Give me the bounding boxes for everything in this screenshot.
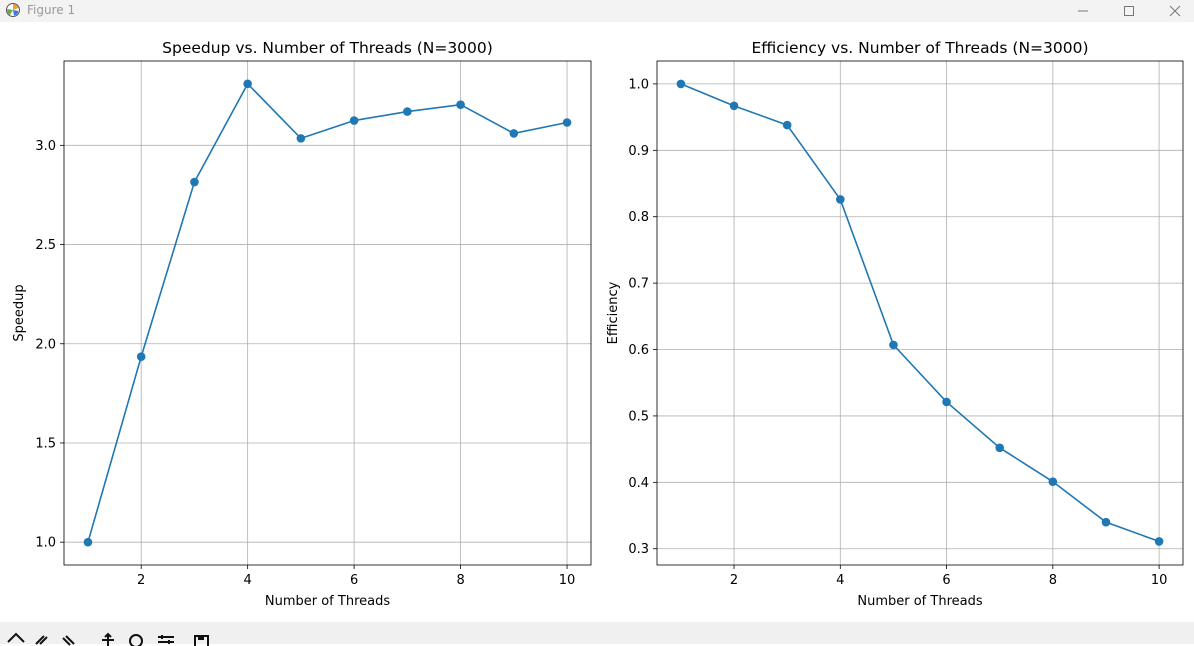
data-point (1048, 477, 1058, 486)
data-point (729, 101, 739, 111)
figure-canvas: 2 4 6 8 10 1.0 1.5 2.0 2.5 3.0 Speedup vs. Number … (0, 22, 1194, 622)
x-tick-label: 6 (350, 573, 358, 588)
y-tick-label: 1.0 (35, 536, 56, 551)
x-tick-label: 8 (1049, 573, 1057, 588)
y-tick-label: 2.5 (35, 238, 56, 253)
x-tick-label: 10 (559, 573, 576, 588)
minimize-button[interactable] (1060, 0, 1106, 22)
close-icon (1169, 5, 1181, 17)
axes-frame (656, 60, 1184, 566)
data-point (136, 352, 146, 361)
y-tick-label: 3.0 (35, 139, 56, 154)
data-point (1101, 517, 1111, 527)
x-tick-label: 6 (942, 573, 950, 588)
y-tick-label: 0.7 (628, 277, 649, 292)
save-icon (194, 635, 209, 646)
y-axis-label: Efficiency (606, 281, 621, 344)
x-tick-label: 8 (456, 573, 464, 588)
y-tick-label: 1.0 (628, 77, 649, 92)
zoom-button[interactable] (126, 632, 146, 646)
y-tick-label: 0.5 (628, 409, 649, 424)
x-axis-label: Number of Threads (265, 594, 390, 609)
data-point (942, 397, 951, 407)
data-point (562, 118, 572, 127)
data-point (243, 79, 252, 89)
save-button[interactable] (192, 632, 212, 646)
y-tick-label: 0.3 (628, 542, 649, 557)
x-tick-label: 2 (730, 573, 738, 588)
y-tick-label: 0.4 (628, 476, 649, 491)
y-tick-label: 0.9 (628, 144, 649, 159)
data-point (782, 120, 792, 130)
data-point (676, 79, 686, 89)
close-button[interactable] (1152, 0, 1194, 22)
x-tick-label: 10 (1151, 573, 1168, 588)
x-axis-label: Number of Threads (857, 594, 982, 609)
chart-title: Efficiency vs. Number of Threads (N=3000… (751, 39, 1088, 57)
y-tick-label: 0.6 (628, 343, 649, 358)
configure-subplots-icon (158, 635, 174, 644)
data-point (836, 195, 845, 204)
chart-2: 2 4 6 8 10 0.3 0.4 0.5 0.6 0.7 0.8 0.9 1.0 Efficiency… (606, 39, 1184, 609)
series-line (87, 82, 568, 543)
maximize-button[interactable] (1106, 0, 1152, 22)
chart-title: Speedup vs. Number of Threads (N=3000) (162, 39, 493, 57)
minimize-icon (1078, 10, 1088, 12)
data-point (349, 116, 359, 125)
x-tick-label: 2 (137, 573, 145, 588)
y-tick-label: 1.5 (35, 436, 56, 451)
data-point (190, 177, 199, 187)
figure-svg: 2 4 6 8 10 1.0 1.5 2.0 2.5 3.0 Speedup vs. Number … (12, 39, 1184, 609)
configure-subplots-button[interactable] (156, 632, 176, 646)
matplotlib-icon (6, 3, 20, 17)
y-tick-label: 0.8 (628, 210, 649, 225)
data-point (889, 340, 898, 350)
y-axis-label: Speedup (12, 284, 27, 341)
chart-1: 2 4 6 8 10 1.0 1.5 2.0 2.5 3.0 Speedup vs. Number … (12, 39, 592, 609)
home-button[interactable] (6, 632, 26, 646)
data-point (83, 537, 93, 547)
data-point (296, 134, 306, 143)
axes-frame (63, 60, 592, 566)
maximize-icon (1124, 6, 1134, 16)
x-tick-label: 4 (836, 573, 844, 588)
back-button[interactable] (32, 632, 52, 646)
back-icon (35, 635, 48, 645)
data-point (995, 443, 1004, 453)
data-point (403, 107, 412, 116)
window-titlebar: Figure 1 (0, 0, 1194, 22)
x-tick-label: 4 (244, 573, 252, 588)
zoom-icon (129, 634, 143, 646)
series-line (680, 83, 1160, 543)
navigation-toolbar (0, 622, 1194, 646)
home-icon (7, 632, 25, 643)
window-title: Figure 1 (27, 3, 76, 17)
y-tick-label: 2.0 (35, 337, 56, 352)
data-point (1154, 537, 1164, 546)
data-point (509, 129, 519, 138)
data-point (456, 100, 465, 109)
